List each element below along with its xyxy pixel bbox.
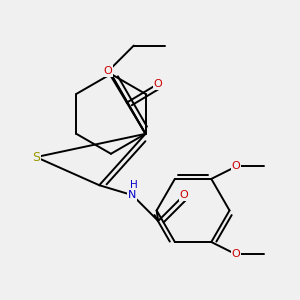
Text: O: O [232,161,241,172]
Text: S: S [32,151,40,164]
Text: O: O [180,190,188,200]
Text: O: O [232,249,241,260]
Text: O: O [154,79,162,89]
Text: H: H [130,180,138,190]
Text: O: O [103,66,112,76]
Text: N: N [128,190,136,200]
